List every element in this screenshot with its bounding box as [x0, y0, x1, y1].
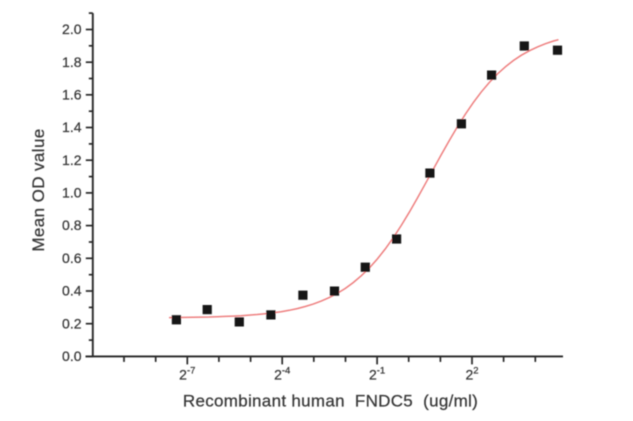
svg-text:1.8: 1.8: [62, 54, 82, 70]
svg-text:1.6: 1.6: [62, 86, 82, 102]
svg-text:1.4: 1.4: [62, 119, 82, 135]
svg-text:0.4: 0.4: [62, 283, 82, 299]
svg-text:1.0: 1.0: [62, 185, 82, 201]
svg-text:0.6: 0.6: [62, 250, 82, 266]
svg-text:1.2: 1.2: [62, 152, 82, 168]
svg-text:0.8: 0.8: [62, 217, 82, 233]
svg-text:2.0: 2.0: [62, 21, 82, 37]
svg-text:Recombinant human FNDC5 (ug/: Recombinant human FNDC5 (ug/ml): [183, 392, 478, 411]
svg-text:0.2: 0.2: [62, 315, 82, 331]
svg-text:0.0: 0.0: [62, 348, 82, 364]
svg-text:Mean OD value: Mean OD value: [29, 128, 48, 251]
